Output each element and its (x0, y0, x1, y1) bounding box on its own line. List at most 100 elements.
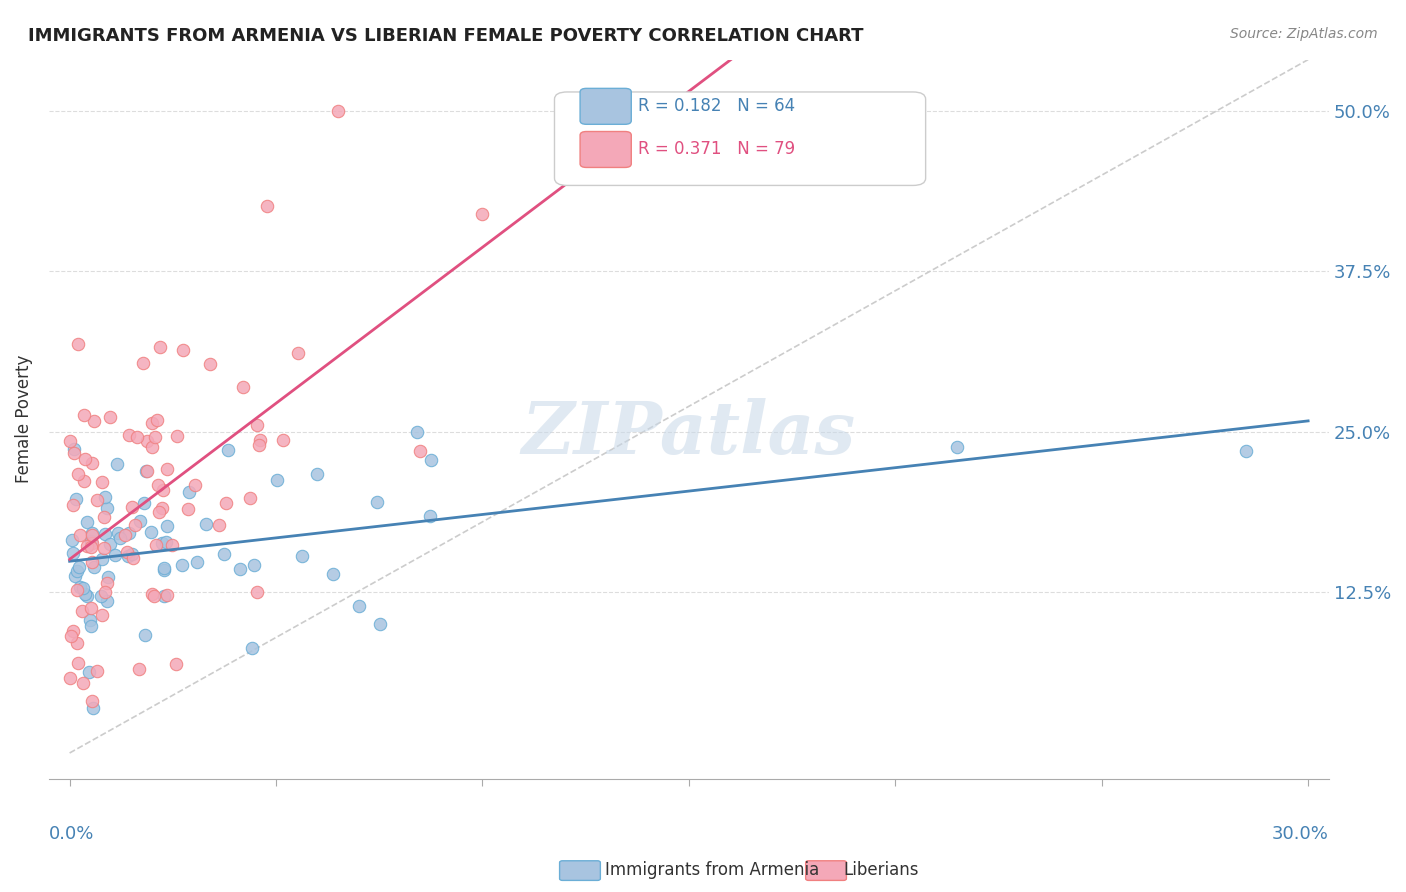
Liberians (66, 656, 89, 670)
Liberians (409, 443, 432, 458)
Immigrants from Armenia (107, 526, 129, 541)
Immigrants from Armenia (135, 465, 157, 479)
Immigrants from Armenia (94, 490, 117, 504)
Liberians (162, 538, 184, 552)
Immigrants from Armenia (82, 700, 104, 714)
Immigrants from Armenia (368, 616, 391, 631)
Immigrants from Armenia (117, 549, 139, 564)
Immigrants from Armenia (419, 508, 441, 523)
Liberians (145, 413, 167, 427)
Text: 0.0%: 0.0% (49, 825, 94, 844)
Liberians (326, 103, 349, 118)
Immigrants from Armenia (89, 589, 111, 603)
Immigrants from Armenia (94, 526, 117, 541)
Liberians (96, 576, 118, 591)
Immigrants from Armenia (406, 425, 429, 440)
Liberians (143, 589, 166, 603)
Liberians (79, 601, 101, 615)
Liberians (148, 505, 170, 519)
Liberians (91, 607, 114, 622)
Immigrants from Armenia (1234, 444, 1257, 458)
Immigrants from Armenia (307, 467, 329, 481)
Immigrants from Armenia (217, 442, 239, 457)
Liberians (93, 541, 115, 555)
Liberians (287, 345, 309, 359)
Text: Source: ZipAtlas.com: Source: ZipAtlas.com (1230, 27, 1378, 41)
Liberians (62, 498, 84, 512)
Immigrants from Armenia (63, 442, 86, 457)
Liberians (76, 539, 98, 553)
Liberians (82, 456, 104, 470)
Liberians (67, 337, 90, 351)
Liberians (128, 662, 150, 676)
Liberians (70, 604, 93, 618)
FancyBboxPatch shape (581, 131, 631, 168)
Liberians (215, 496, 238, 510)
Liberians (80, 555, 103, 569)
Liberians (72, 676, 94, 690)
Liberians (98, 409, 121, 424)
Liberians (59, 629, 82, 643)
Immigrants from Armenia (83, 559, 105, 574)
Liberians (93, 509, 115, 524)
Immigrants from Armenia (229, 561, 252, 575)
Immigrants from Armenia (121, 547, 143, 561)
Liberians (166, 429, 188, 443)
Liberians (121, 500, 143, 515)
Text: Immigrants from Armenia: Immigrants from Armenia (605, 861, 818, 879)
Liberians (141, 416, 163, 430)
Liberians (135, 464, 157, 478)
Liberians (271, 433, 294, 447)
Liberians (155, 588, 177, 602)
Immigrants from Armenia (60, 533, 83, 547)
FancyBboxPatch shape (581, 88, 631, 124)
Immigrants from Armenia (134, 627, 156, 641)
Immigrants from Armenia (69, 580, 91, 594)
Immigrants from Armenia (75, 587, 97, 601)
Liberians (207, 518, 229, 533)
Immigrants from Armenia (77, 665, 100, 679)
Immigrants from Armenia (156, 519, 179, 533)
Liberians (122, 551, 145, 566)
Liberians (114, 528, 136, 542)
Liberians (80, 540, 103, 554)
Immigrants from Armenia (104, 548, 127, 562)
Immigrants from Armenia (80, 534, 103, 549)
Liberians (59, 434, 82, 448)
Liberians (59, 671, 82, 685)
Immigrants from Armenia (65, 564, 87, 578)
Immigrants from Armenia (420, 452, 443, 467)
Liberians (166, 657, 188, 671)
Liberians (148, 340, 170, 354)
Immigrants from Armenia (240, 641, 263, 656)
Text: 30.0%: 30.0% (1272, 825, 1329, 844)
Liberians (239, 491, 262, 506)
Immigrants from Armenia (141, 525, 163, 540)
Liberians (246, 417, 269, 432)
Liberians (118, 428, 141, 442)
Immigrants from Armenia (322, 567, 344, 582)
Immigrants from Armenia (177, 484, 200, 499)
Immigrants from Armenia (62, 546, 84, 560)
Immigrants from Armenia (194, 517, 217, 532)
Liberians (66, 467, 89, 482)
Liberians (69, 528, 91, 542)
Immigrants from Armenia (110, 531, 132, 545)
Immigrants from Armenia (129, 514, 152, 528)
Liberians (66, 582, 89, 597)
Liberians (183, 478, 205, 492)
Liberians (90, 475, 112, 489)
Liberians (198, 357, 221, 371)
Immigrants from Armenia (134, 495, 156, 509)
Liberians (136, 434, 159, 448)
Liberians (249, 434, 271, 448)
Immigrants from Armenia (67, 560, 90, 574)
FancyBboxPatch shape (554, 92, 925, 186)
Immigrants from Armenia (97, 570, 120, 584)
Liberians (62, 624, 84, 639)
Immigrants from Armenia (91, 552, 114, 566)
Immigrants from Armenia (186, 555, 208, 569)
Immigrants from Armenia (266, 474, 288, 488)
Liberians (83, 414, 105, 428)
Liberians (73, 474, 96, 488)
